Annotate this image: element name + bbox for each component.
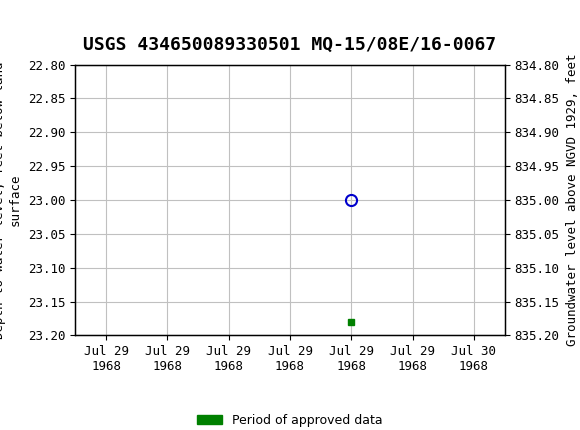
Y-axis label: Depth to water level, feet below land
surface: Depth to water level, feet below land su… xyxy=(0,61,21,339)
Text: USGS 434650089330501 MQ-15/08E/16-0067: USGS 434650089330501 MQ-15/08E/16-0067 xyxy=(84,36,496,54)
Text: ≡USGS: ≡USGS xyxy=(6,16,93,36)
Y-axis label: Groundwater level above NGVD 1929, feet: Groundwater level above NGVD 1929, feet xyxy=(566,54,579,346)
Legend: Period of approved data: Period of approved data xyxy=(192,409,388,430)
Text: ≋: ≋ xyxy=(0,12,23,40)
